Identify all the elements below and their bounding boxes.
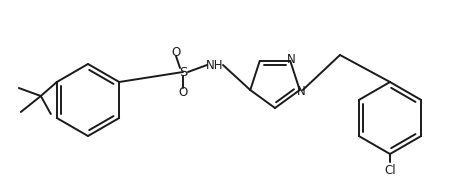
Text: NH: NH <box>206 58 224 71</box>
Text: O: O <box>178 86 188 99</box>
Text: Cl: Cl <box>384 163 396 176</box>
Text: S: S <box>179 66 187 79</box>
Text: N: N <box>287 53 296 66</box>
Text: N: N <box>297 85 306 98</box>
Text: O: O <box>171 45 181 58</box>
